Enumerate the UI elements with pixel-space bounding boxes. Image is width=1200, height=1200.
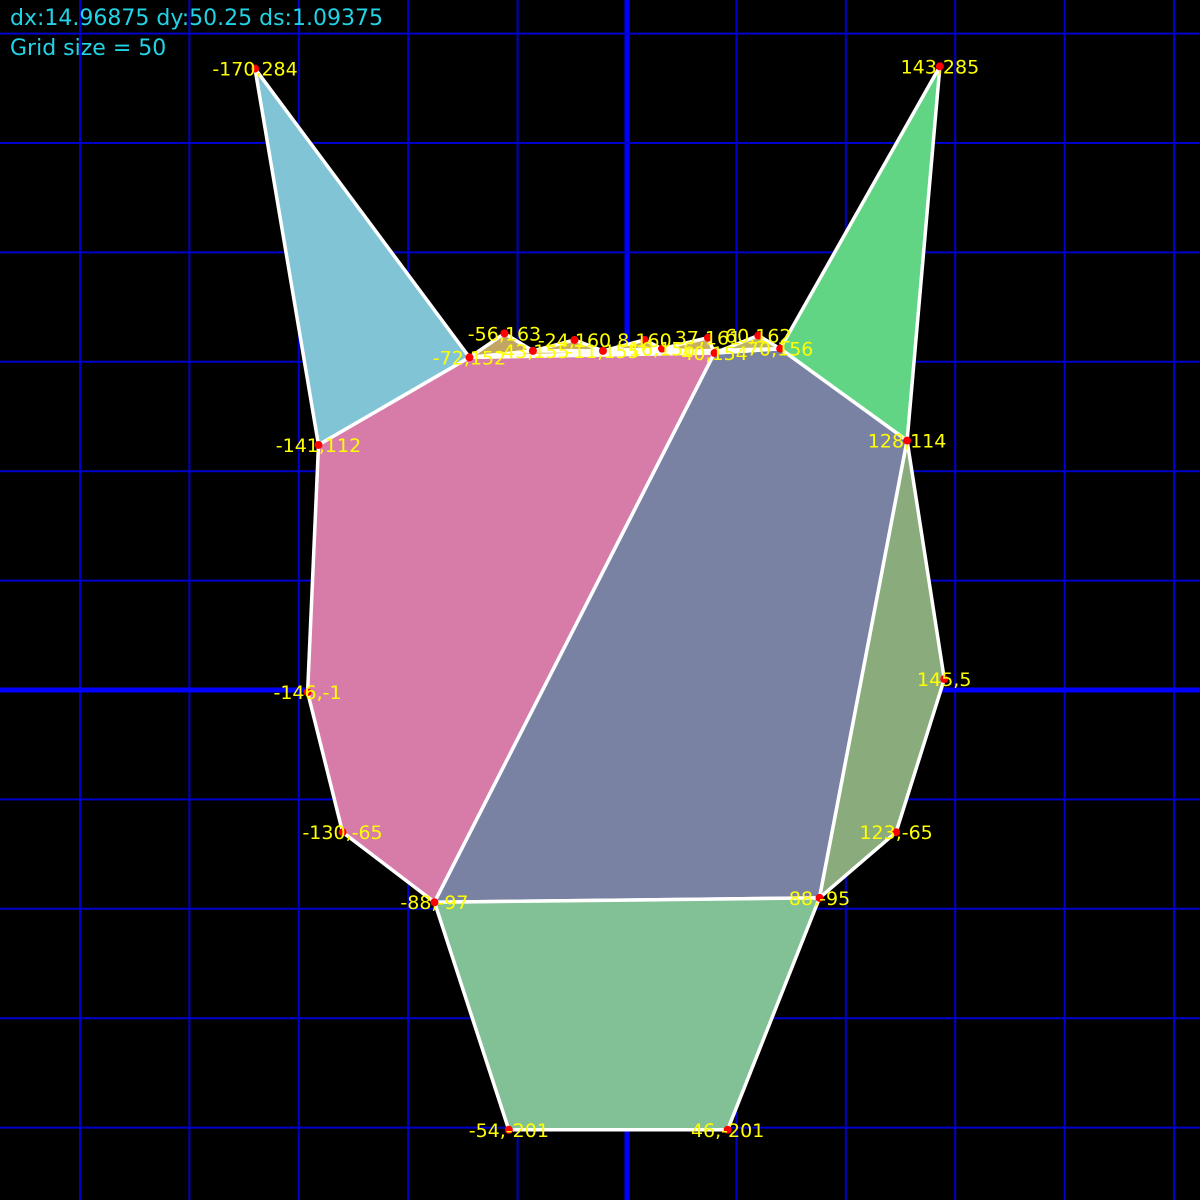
polygon-layer bbox=[253, 64, 947, 1132]
vertex-label: -56,163 bbox=[468, 323, 541, 345]
vertex-label: 88,-95 bbox=[789, 888, 850, 910]
vertex-handle[interactable] bbox=[658, 344, 667, 353]
vertex-label-layer: -170,284 143,285 -56,163-72,152-43,155-24,… bbox=[212, 56, 979, 1141]
vertex-handle[interactable] bbox=[314, 440, 323, 449]
vertex-label: -11,155 bbox=[566, 341, 639, 363]
vertex-handle[interactable] bbox=[903, 436, 912, 445]
vertex-handle[interactable] bbox=[570, 335, 579, 344]
vertex-dot-layer bbox=[251, 62, 949, 1134]
hud-offsets-readout: dx:14.96875 dy:50.25 ds:1.09375 bbox=[10, 6, 383, 31]
vertex-handle[interactable] bbox=[723, 1125, 732, 1134]
vertex-label: 143,285 bbox=[901, 56, 980, 78]
vertex-label: 70,156 bbox=[747, 339, 813, 361]
vertex-handle[interactable] bbox=[598, 346, 607, 355]
vertex-handle[interactable] bbox=[940, 675, 949, 684]
vertex-label: 60,162 bbox=[725, 326, 791, 348]
vertex-label: -141,112 bbox=[276, 435, 361, 457]
vertex-handle[interactable] bbox=[504, 1125, 513, 1134]
vertex-label: -88,-97 bbox=[400, 892, 468, 914]
vertex-handle[interactable] bbox=[710, 349, 719, 358]
vertex-handle[interactable] bbox=[640, 335, 649, 344]
vertex-label: -54,-201 bbox=[469, 1120, 549, 1142]
vertex-label: -24,160 bbox=[538, 330, 611, 352]
vertex-handle[interactable] bbox=[776, 344, 785, 353]
vertex-handle[interactable] bbox=[935, 62, 944, 71]
vertex-handle[interactable] bbox=[465, 353, 474, 362]
hud-grid-size-label: Grid size = 50 bbox=[10, 36, 167, 61]
vertex-label: 145,5 bbox=[917, 669, 971, 691]
vertex-handle[interactable] bbox=[430, 898, 439, 907]
vertex-label: 123,-65 bbox=[859, 822, 932, 844]
vertex-label: -43,155 bbox=[496, 341, 569, 363]
vertex-label: 8,160 bbox=[617, 330, 671, 352]
vertex-handle[interactable] bbox=[251, 64, 260, 73]
vertex-handle[interactable] bbox=[754, 331, 763, 340]
vertex-label: 46,-201 bbox=[691, 1120, 764, 1142]
vertex-label: -72,152 bbox=[433, 347, 506, 369]
vertex-label: 128,114 bbox=[868, 431, 947, 453]
vertex-label: 16,156 bbox=[629, 339, 695, 361]
vertex-handle[interactable] bbox=[303, 688, 312, 697]
vertex-handle[interactable] bbox=[338, 828, 347, 837]
vertex-label: -130,-65 bbox=[302, 822, 382, 844]
vertex-handle[interactable] bbox=[528, 346, 537, 355]
vertex-handle[interactable] bbox=[815, 893, 824, 902]
vertex-handle[interactable] bbox=[500, 329, 509, 338]
vertex-label: -146,-1 bbox=[273, 682, 341, 704]
vertex-label: 37,161 bbox=[675, 328, 741, 350]
vertex-label: 40,154 bbox=[681, 343, 747, 365]
vertex-handle[interactable] bbox=[703, 333, 712, 342]
vertex-handle[interactable] bbox=[892, 828, 901, 837]
vertex-label: -170,284 bbox=[212, 59, 297, 81]
